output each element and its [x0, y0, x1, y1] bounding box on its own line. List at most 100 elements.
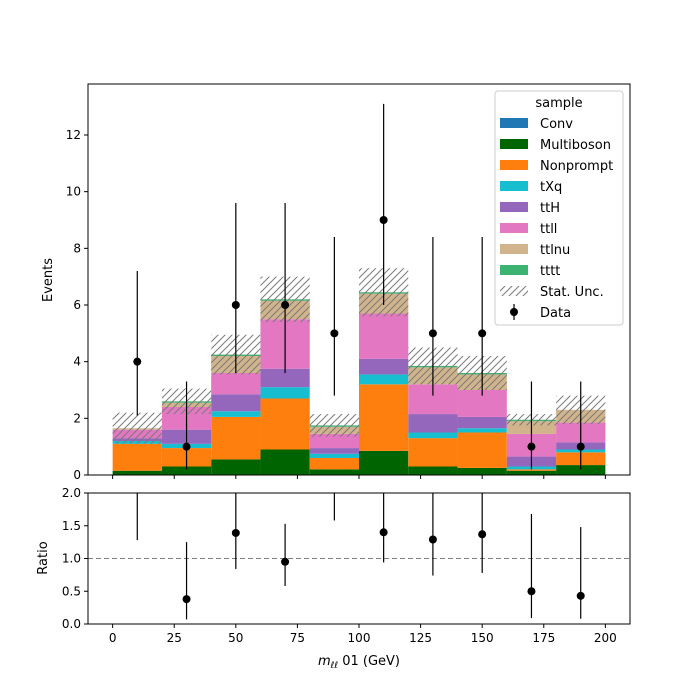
legend-swatch-tth: [500, 202, 528, 212]
ratio-point-1: [182, 595, 191, 604]
legend-entry-ttlnu: ttlnu: [500, 243, 570, 258]
legend-label-txq: tXq: [540, 180, 562, 195]
data-point-2: [231, 301, 240, 309]
bar-multiboson-bin-3: [260, 449, 310, 475]
bar-tth-bin-4: [309, 448, 359, 454]
legend: sample Conv Multiboson Nonprompt tXq ttH ttll…: [494, 90, 624, 326]
ratio-xticks-label-3: 75: [290, 631, 305, 645]
bar-txq-bin-2: [211, 411, 261, 417]
legend-entry-tth: ttH: [500, 201, 560, 216]
legend-entry-multiboson: Multiboson: [500, 138, 611, 153]
legend-label-stat-unc-: Stat. Unc.: [540, 285, 604, 300]
legend-label-tttt: tttt: [540, 264, 560, 279]
stat-unc-bin-0: [112, 412, 162, 444]
ratio-yticks-label-1: 0.5: [62, 584, 81, 598]
data-point-5: [379, 216, 388, 224]
ratio-yticks-label-2: 1.0: [62, 552, 81, 566]
legend-swatch-ttll: [500, 223, 528, 233]
bar-multiboson-bin-0: [112, 470, 162, 475]
legend-label-tth: ttH: [540, 201, 560, 216]
legend-swatch-txq: [500, 181, 528, 191]
bar-txq-bin-5: [359, 374, 409, 385]
bar-nonprompt-bin-3: [260, 398, 310, 450]
legend-swatch-data-point: [510, 308, 518, 316]
bar-multiboson-bin-1: [161, 466, 212, 475]
bar-nonprompt-bin-6: [408, 438, 458, 467]
data-point-7: [478, 329, 487, 338]
legend-label-multiboson: Multiboson: [540, 138, 611, 153]
bar-txq-bin-7: [457, 428, 507, 433]
data-points: [133, 103, 585, 470]
data-point-4: [330, 329, 339, 338]
ratio-point-6: [428, 535, 437, 544]
ratio-yticks-label-0: 0.0: [62, 617, 81, 631]
stat-unc-bin-4: [309, 414, 359, 437]
main-yticks-label-4: 8: [73, 241, 81, 255]
bar-multiboson-bin-2: [211, 459, 261, 475]
bar-multiboson-bin-8: [506, 470, 557, 475]
ratio-point-5: [379, 528, 388, 537]
ratio-xticks-label-0: 0: [109, 631, 117, 645]
bar-tth-bin-3: [260, 368, 310, 388]
bar-ttll-bin-2: [211, 373, 261, 395]
legend-swatch-ttlnu: [500, 244, 528, 254]
data-point-1: [182, 442, 191, 451]
x-axis-label: mℓℓ 01 (GeV): [318, 654, 400, 671]
legend-swatch-nonprompt: [500, 160, 528, 170]
ratio-xticks-label-1: 25: [167, 631, 182, 645]
data-point-6: [428, 329, 437, 338]
ratio-xticks-label-8: 200: [594, 631, 617, 645]
main-yticks-label-6: 12: [66, 128, 81, 142]
legend-entry-txq: tXq: [500, 180, 562, 195]
ratio-yticks-label-4: 2.0: [62, 486, 81, 500]
bar-multiboson-bin-7: [457, 467, 507, 475]
bar-nonprompt-bin-0: [112, 443, 162, 471]
legend-entry-ttll: ttll: [500, 222, 557, 237]
ratio-y-axis-label: Ratio: [36, 541, 51, 574]
ratio-xticks-label-7: 175: [532, 631, 555, 645]
main-x-ticks: [112, 475, 606, 479]
main-y-axis-label: Events: [41, 258, 56, 302]
ratio-xticks-label-2: 50: [228, 631, 243, 645]
data-point-8: [527, 442, 536, 451]
legend-swatch-conv: [500, 118, 528, 128]
bar-txq-bin-3: [260, 387, 310, 399]
bar-tth-bin-2: [211, 394, 261, 412]
bar-nonprompt-bin-4: [309, 458, 359, 470]
data-point-3: [281, 301, 290, 309]
legend-title: sample: [535, 96, 582, 111]
main-plot: 0 2 4 6 8 10 12 Events: [41, 83, 631, 482]
bar-nonprompt-bin-8: [506, 469, 557, 471]
bar-ttll-bin-4: [309, 433, 359, 449]
ratio-y-ticks: 0.0 0.5 1.0 1.5 2.0: [62, 486, 88, 631]
legend-entry-tttt: tttt: [500, 264, 560, 279]
main-yticks-label-0: 0: [73, 468, 81, 482]
bar-txq-bin-4: [309, 453, 359, 458]
legend-entry-conv: Conv: [500, 117, 573, 132]
x-axis-label-suffix: 01 (GeV): [338, 654, 400, 669]
ratio-point-7: [478, 530, 487, 539]
legend-label-conv: Conv: [540, 117, 573, 132]
bar-nonprompt-bin-2: [211, 416, 261, 460]
ratio-points: [136, 493, 585, 620]
legend-swatch-multiboson: [500, 139, 528, 149]
bar-multiboson-bin-5: [359, 450, 409, 475]
legend-swatch-tttt: [500, 265, 528, 275]
legend-entry-nonprompt: Nonprompt: [500, 159, 613, 174]
legend-entry-stat-unc-: Stat. Unc.: [500, 285, 604, 300]
legend-swatch-stat-unc: [500, 286, 528, 296]
legend-label-ttll: ttll: [540, 222, 557, 237]
data-point-9: [576, 442, 585, 451]
ratio-xticks-label-6: 150: [471, 631, 494, 645]
legend-label-ttlnu: ttlnu: [540, 243, 570, 258]
bar-txq-bin-6: [408, 432, 458, 439]
ratio-xticks-label-4: 100: [348, 631, 371, 645]
main-yticks-label-1: 2: [73, 411, 81, 425]
ratio-point-9: [576, 591, 585, 600]
ratio-xticks-label-5: 125: [409, 631, 432, 645]
legend-label-data: Data: [540, 306, 571, 321]
bar-nonprompt-bin-5: [359, 384, 409, 451]
ratio-yticks-label-3: 1.5: [62, 519, 81, 533]
legend-items: Conv Multiboson Nonprompt tXq ttH ttll ttlnu tt…: [500, 117, 613, 321]
